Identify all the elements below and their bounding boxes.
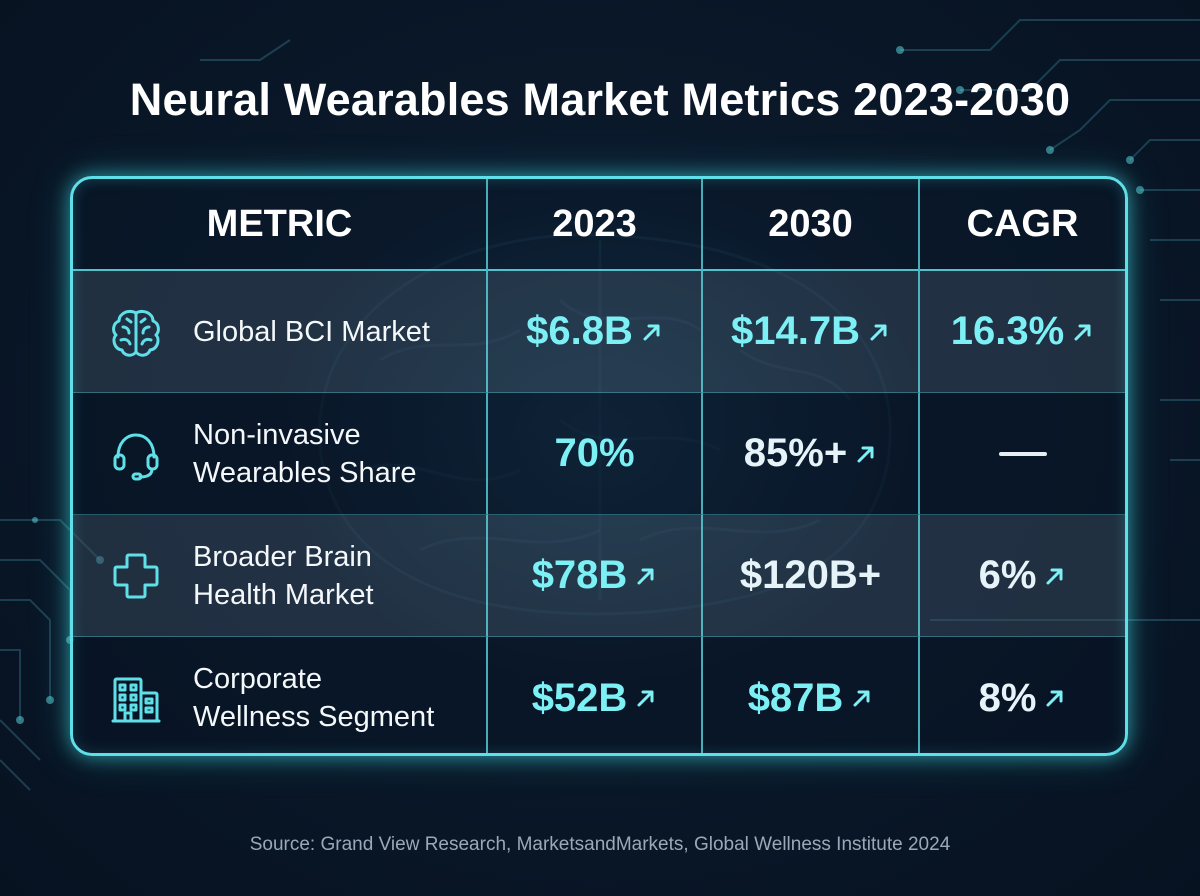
metric-label-line: Non-invasive (193, 418, 361, 451)
value-2023: $6.8B (526, 309, 633, 353)
value-cagr: 6% (978, 553, 1037, 597)
metric-label-line: Global BCI Market (193, 315, 430, 348)
value-2023: $52B (531, 675, 628, 720)
metric-label: Non-invasive Wearables Share (193, 416, 417, 492)
value-2023-cell: $52B (488, 637, 703, 753)
metric-cell: Corporate Wellness Segment (73, 637, 488, 753)
value-cagr-cell: 8% (920, 637, 1125, 753)
header-cagr: CAGR (920, 179, 1125, 271)
trend-up-arrow-icon (1046, 568, 1063, 584)
metrics-table: METRIC 2023 2030 CAGR Global BCI Market $… (70, 176, 1128, 756)
metric-cell: Global BCI Market (73, 271, 488, 393)
value-cagr: 16.3% (950, 309, 1065, 353)
trend-up-arrow-icon (1046, 690, 1063, 707)
value-2023: $78B (531, 553, 628, 597)
value-2030-cell: $120B+ (703, 515, 920, 637)
value-cagr-cell: 6% (920, 515, 1125, 637)
value-2030: $87B (747, 675, 844, 720)
trend-up-arrow-icon (857, 446, 874, 462)
metric-cell: Non-invasive Wearables Share (73, 393, 488, 515)
metric-label-line: Health Market (193, 578, 374, 611)
brain-icon (112, 309, 160, 357)
value-2030: $14.7B (731, 309, 860, 353)
value-cagr-cell (920, 393, 1125, 515)
header-metric: METRIC (73, 179, 488, 271)
metrics-grid: METRIC 2023 2030 CAGR Global BCI Market $… (73, 179, 1125, 753)
trend-up-arrow-icon (643, 324, 660, 340)
value-2023-cell: $6.8B (488, 271, 703, 393)
office-building-icon (111, 677, 161, 723)
value-2023-cell: $78B (488, 515, 703, 637)
value-cagr-cell: 16.3% (920, 271, 1125, 393)
headset-icon (113, 433, 159, 480)
no-data-dash (998, 451, 1047, 456)
value-2030-cell: $87B (703, 637, 920, 753)
metric-label: Global BCI Market (193, 313, 430, 351)
trend-up-arrow-icon (637, 690, 654, 707)
trend-up-arrow-icon (637, 568, 654, 584)
page-title: Neural Wearables Market Metrics 2023-203… (129, 74, 1071, 125)
value-2030: $120B+ (739, 553, 882, 597)
header-2030: 2030 (703, 179, 920, 271)
metric-cell: Broader Brain Health Market (73, 515, 488, 637)
value-2023: 70% (554, 431, 635, 475)
value-2030: 85%+ (743, 431, 848, 475)
header-2023: 2023 (488, 179, 703, 271)
value-2023-cell: 70% (488, 393, 703, 515)
metric-label-line: Corporate (193, 663, 322, 695)
metric-label-line: Broader Brain (193, 540, 372, 573)
medical-cross-icon (113, 553, 159, 598)
metric-label: Corporate Wellness Segment (193, 660, 434, 736)
value-2030-cell: 85%+ (703, 393, 920, 515)
source-note: Source: Grand View Research, MarketsandM… (249, 834, 951, 855)
metric-label: Broader Brain Health Market (193, 538, 374, 614)
value-cagr: 8% (978, 675, 1037, 720)
metric-label-line: Wellness Segment (193, 701, 435, 733)
value-2030-cell: $14.7B (703, 271, 920, 393)
trend-up-arrow-icon (870, 324, 887, 340)
metric-label-line: Wearables Share (193, 456, 417, 489)
trend-up-arrow-icon (1074, 324, 1091, 340)
trend-up-arrow-icon (853, 690, 870, 707)
